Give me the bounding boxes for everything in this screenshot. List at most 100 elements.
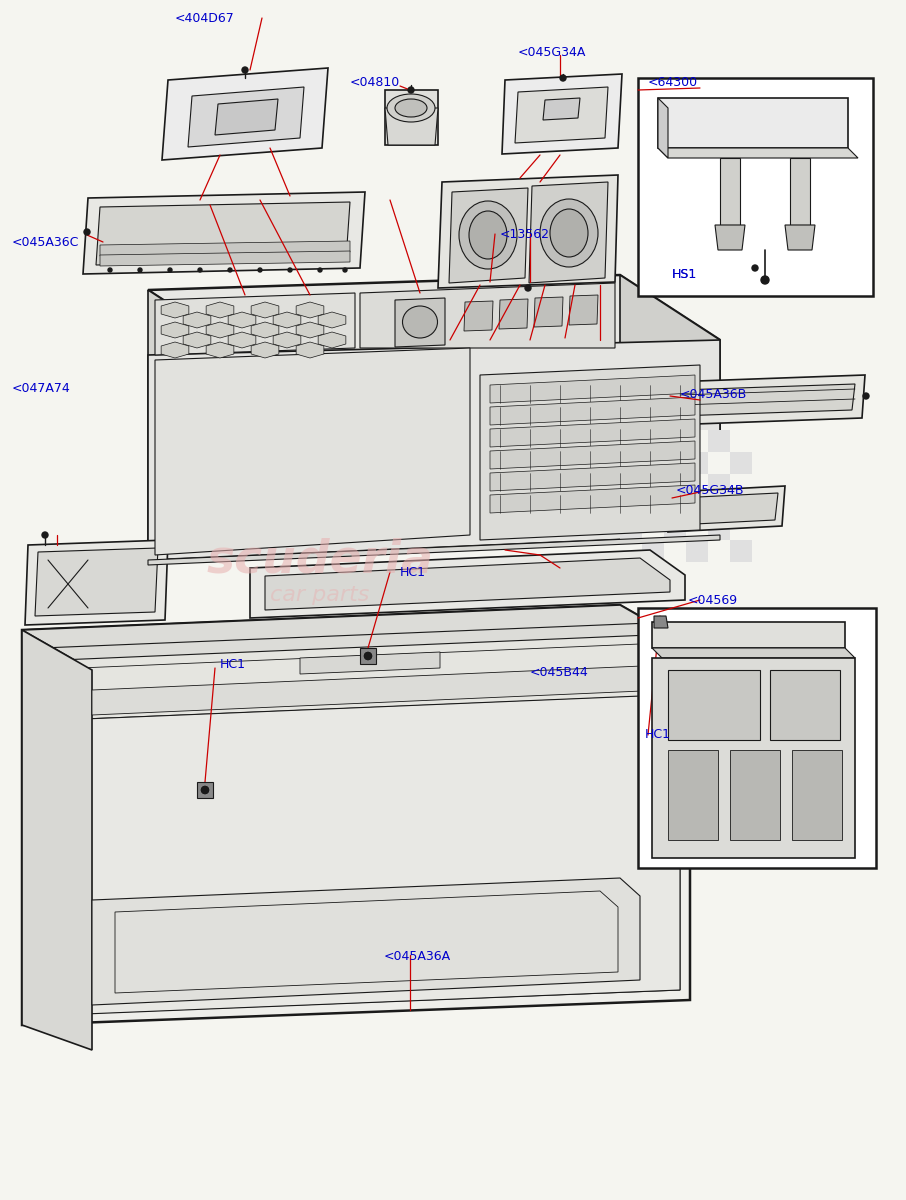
Text: <404D67: <404D67 — [175, 12, 235, 24]
Bar — [708, 430, 730, 452]
Polygon shape — [620, 275, 720, 535]
Polygon shape — [183, 312, 211, 328]
Circle shape — [201, 786, 208, 793]
Ellipse shape — [459, 200, 517, 269]
Polygon shape — [148, 275, 720, 355]
Polygon shape — [715, 226, 745, 250]
Text: <047A74: <047A74 — [12, 382, 71, 395]
Polygon shape — [35, 548, 158, 616]
Polygon shape — [155, 293, 355, 355]
Bar — [620, 518, 642, 540]
Polygon shape — [360, 283, 615, 348]
Polygon shape — [296, 322, 323, 338]
Polygon shape — [464, 301, 493, 331]
Polygon shape — [207, 302, 234, 318]
Bar — [638, 608, 876, 868]
Text: <045A36C: <045A36C — [12, 235, 80, 248]
Polygon shape — [770, 670, 840, 740]
Polygon shape — [207, 322, 234, 338]
Circle shape — [318, 268, 322, 272]
Circle shape — [863, 392, 869, 398]
Bar — [792, 750, 842, 840]
Bar — [730, 474, 752, 496]
Bar — [708, 496, 730, 518]
Circle shape — [560, 74, 566, 80]
Circle shape — [408, 86, 414, 92]
Text: <045A36A: <045A36A — [384, 950, 451, 964]
Polygon shape — [197, 782, 213, 798]
Bar — [664, 452, 686, 474]
Bar — [620, 452, 642, 474]
Bar — [642, 430, 664, 452]
Bar — [708, 474, 730, 496]
Polygon shape — [22, 605, 690, 1025]
Polygon shape — [250, 550, 685, 618]
Polygon shape — [543, 98, 580, 120]
Bar — [686, 474, 708, 496]
Bar — [620, 474, 642, 496]
Ellipse shape — [540, 199, 598, 266]
Polygon shape — [658, 98, 668, 158]
Polygon shape — [318, 332, 346, 348]
Polygon shape — [675, 493, 778, 526]
Polygon shape — [480, 365, 700, 540]
Text: <045G34A: <045G34A — [518, 46, 586, 59]
Polygon shape — [490, 485, 695, 514]
Polygon shape — [273, 332, 301, 348]
Polygon shape — [251, 342, 279, 358]
Bar — [664, 474, 686, 496]
Polygon shape — [161, 302, 188, 318]
Circle shape — [752, 265, 758, 271]
Polygon shape — [569, 295, 598, 325]
Polygon shape — [318, 312, 346, 328]
Circle shape — [364, 653, 371, 660]
Text: HS1: HS1 — [672, 269, 698, 282]
Text: HC1: HC1 — [220, 659, 246, 672]
Polygon shape — [251, 322, 279, 338]
Polygon shape — [360, 648, 376, 664]
Polygon shape — [385, 108, 438, 145]
Bar — [664, 540, 686, 562]
Text: <04569: <04569 — [688, 594, 738, 606]
Bar — [620, 540, 642, 562]
Text: HC1: HC1 — [400, 565, 426, 578]
Bar — [664, 496, 686, 518]
Polygon shape — [534, 296, 563, 326]
Circle shape — [364, 653, 371, 660]
Text: <045G34B: <045G34B — [676, 484, 745, 497]
Polygon shape — [228, 332, 255, 348]
Polygon shape — [155, 348, 470, 554]
Circle shape — [258, 268, 262, 272]
Bar — [686, 452, 708, 474]
Bar — [620, 496, 642, 518]
Bar — [686, 540, 708, 562]
Polygon shape — [438, 175, 618, 288]
Polygon shape — [502, 74, 622, 154]
Polygon shape — [449, 188, 528, 283]
Polygon shape — [515, 86, 608, 143]
Bar — [642, 496, 664, 518]
Text: HC1: HC1 — [645, 728, 671, 742]
Polygon shape — [96, 202, 350, 265]
Polygon shape — [720, 158, 740, 226]
Circle shape — [288, 268, 292, 272]
Polygon shape — [668, 374, 865, 425]
Polygon shape — [60, 635, 680, 720]
Polygon shape — [100, 241, 350, 256]
Text: <04810: <04810 — [350, 76, 400, 89]
Bar — [664, 518, 686, 540]
Polygon shape — [25, 540, 168, 625]
Text: <045A36B: <045A36B — [680, 389, 747, 402]
Circle shape — [201, 786, 208, 793]
Polygon shape — [395, 298, 445, 347]
Bar — [730, 540, 752, 562]
Polygon shape — [148, 340, 720, 560]
Circle shape — [198, 268, 202, 272]
Polygon shape — [161, 342, 188, 358]
Polygon shape — [161, 322, 188, 338]
Polygon shape — [273, 312, 301, 328]
Polygon shape — [300, 652, 440, 674]
Text: <13562: <13562 — [500, 228, 550, 240]
Polygon shape — [529, 182, 608, 283]
Bar — [708, 518, 730, 540]
